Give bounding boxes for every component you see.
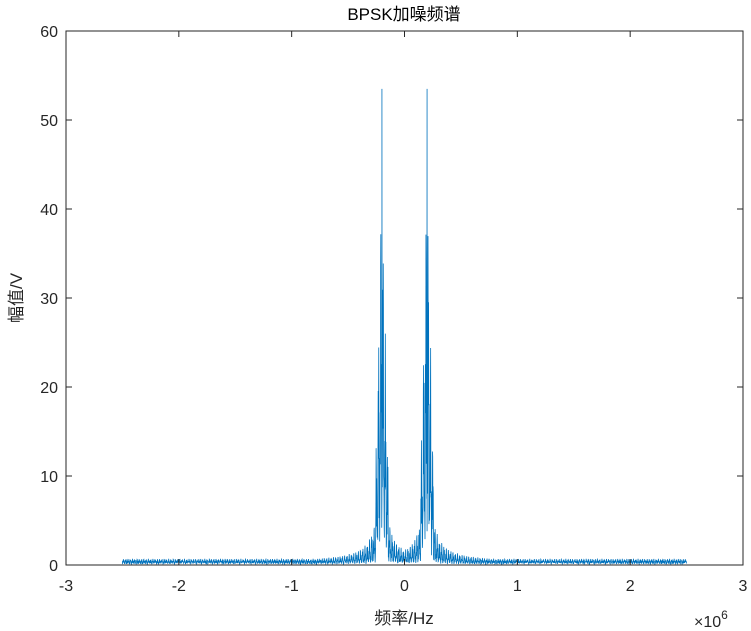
x-tick-label: 2 — [626, 578, 635, 595]
y-tick-label: 0 — [49, 558, 58, 575]
y-axis: 0 10 20 30 40 50 60 — [40, 24, 743, 575]
x-exponent-base: ×10 — [694, 614, 721, 631]
x-tick-label: -2 — [172, 578, 186, 595]
plot-area — [66, 31, 743, 565]
x-axis-label: 频率/Hz — [374, 609, 434, 628]
y-tick-label: 50 — [40, 113, 58, 130]
y-tick-label: 10 — [40, 469, 58, 486]
x-tick-label: 3 — [739, 578, 748, 595]
x-tick-label: 0 — [400, 578, 409, 595]
y-tick-label: 40 — [40, 202, 58, 219]
y-tick-label: 20 — [40, 380, 58, 397]
x-tick-label: -1 — [285, 578, 299, 595]
y-axis-label: 幅值/V — [7, 272, 26, 323]
x-exponent-label: ×106 — [694, 608, 728, 631]
x-axis: -3 -2 -1 0 1 2 3 — [59, 31, 748, 595]
x-tick-label: -3 — [59, 578, 73, 595]
y-tick-label: 60 — [40, 24, 58, 41]
x-exponent-power: 6 — [721, 608, 728, 622]
x-tick-label: 1 — [513, 578, 522, 595]
chart-title: BPSK加噪频谱 — [347, 5, 460, 24]
y-tick-label: 30 — [40, 291, 58, 308]
